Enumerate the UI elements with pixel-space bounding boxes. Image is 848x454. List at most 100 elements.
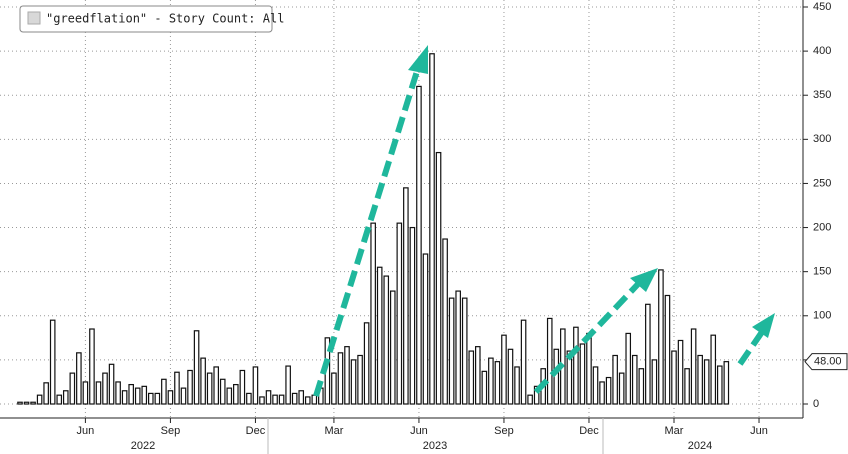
bar [716, 365, 723, 405]
bar [36, 394, 43, 405]
axes: 050100150200250300350400450JunSepDecMarJ… [77, 1, 848, 452]
bar [645, 303, 651, 405]
bar [49, 319, 56, 405]
bar [252, 366, 259, 405]
bar [429, 53, 435, 405]
bar [461, 297, 468, 405]
bar [631, 354, 638, 405]
bar [193, 330, 200, 405]
arrows [313, 45, 775, 397]
bar [121, 390, 128, 405]
bar [331, 372, 337, 405]
x-tick-label: Mar [665, 425, 684, 437]
bar [573, 326, 579, 405]
bar [664, 294, 671, 405]
y-tick-label: 250 [813, 177, 831, 189]
bar [376, 266, 383, 405]
bar [416, 85, 422, 405]
bar [278, 394, 285, 405]
bar [350, 359, 357, 405]
bar [344, 346, 350, 405]
bar [501, 334, 507, 405]
bar [533, 385, 540, 405]
bar [690, 328, 697, 405]
bar [213, 366, 220, 405]
bar [651, 359, 658, 405]
y-tick-label: 450 [813, 1, 831, 13]
legend-swatch [27, 11, 41, 25]
bar [403, 187, 409, 405]
y-tick-label: 200 [813, 221, 831, 233]
bar [677, 339, 684, 405]
bar [239, 369, 246, 405]
bar [285, 365, 291, 405]
bar [383, 275, 390, 405]
bar [298, 390, 305, 405]
bar [553, 348, 560, 405]
bar [76, 352, 82, 405]
bar [488, 357, 494, 405]
bar [56, 394, 63, 405]
bar [148, 392, 154, 405]
bar [684, 368, 690, 405]
bar [82, 381, 89, 405]
bar [396, 222, 403, 405]
bar [409, 226, 416, 405]
arrowhead [630, 268, 658, 292]
bar [527, 394, 533, 405]
x-tick-label: Sep [161, 425, 181, 437]
arrowhead [408, 45, 428, 74]
bar [115, 381, 121, 405]
bar [586, 332, 592, 405]
bar [108, 363, 115, 405]
y-tick-label: 150 [813, 266, 831, 278]
bar [161, 378, 167, 405]
bar [507, 348, 514, 405]
bar [265, 390, 272, 405]
bar [23, 401, 30, 405]
legend: "greedflation" - Story Count: All [19, 5, 284, 33]
bar [17, 401, 23, 405]
x-tick-label: Jun [410, 425, 428, 437]
bar [167, 390, 174, 405]
bar [442, 238, 448, 405]
bar [658, 269, 664, 405]
last-value-label: 48.00 [814, 356, 842, 368]
bar [435, 151, 442, 405]
bar [389, 290, 396, 405]
bar [671, 350, 677, 405]
arrow [737, 330, 765, 366]
x-tick-label: Jun [750, 425, 768, 437]
bar [30, 401, 36, 405]
bar [311, 394, 318, 405]
bar [363, 322, 370, 405]
bar [337, 352, 344, 405]
bar [638, 368, 645, 405]
bar [605, 376, 612, 405]
bar [128, 383, 134, 405]
bar [703, 359, 710, 405]
bar [612, 354, 618, 405]
bar [43, 382, 49, 405]
x-tick-label: Jun [77, 425, 95, 437]
bar [304, 396, 311, 405]
arrow [313, 67, 421, 397]
y-tick-label: 350 [813, 89, 831, 101]
arrowhead [752, 313, 775, 338]
y-tick-label: 300 [813, 133, 831, 145]
bar [200, 357, 206, 405]
bar [494, 361, 501, 405]
x-tick-label: Dec [246, 425, 266, 437]
y-tick-label: 400 [813, 45, 831, 57]
bar [134, 387, 141, 405]
bar [174, 371, 180, 405]
legend-label: "greedflation" - Story Count: All [46, 12, 284, 26]
bar [141, 385, 148, 405]
bar [546, 317, 553, 405]
bar [455, 290, 461, 405]
bar [566, 350, 573, 405]
bar [102, 372, 108, 405]
bar [475, 346, 481, 405]
bar [95, 381, 102, 405]
bar [468, 350, 475, 405]
